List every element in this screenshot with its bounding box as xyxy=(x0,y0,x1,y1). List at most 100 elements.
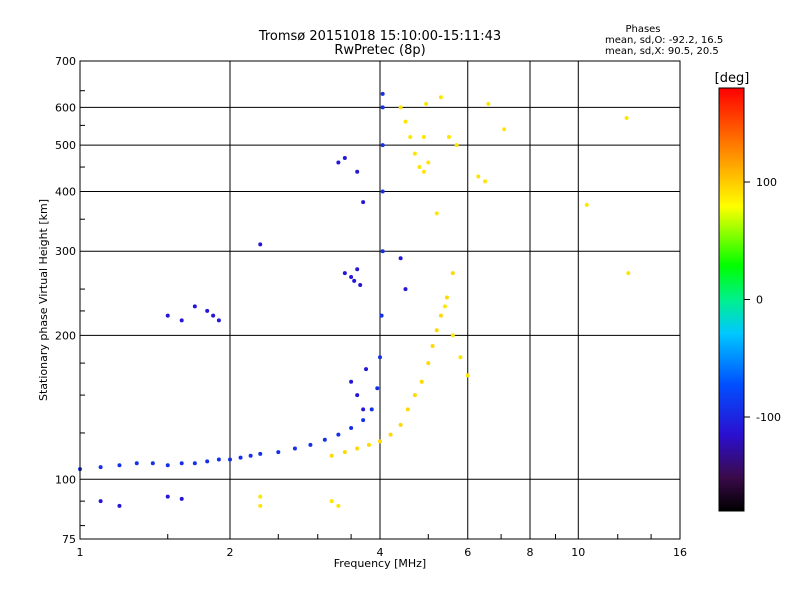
data-point xyxy=(248,453,253,458)
data-point xyxy=(450,333,455,338)
colorbar-ticks: 100 0 -100 xyxy=(744,176,781,424)
data-point xyxy=(361,407,366,412)
data-point xyxy=(438,313,443,318)
data-point xyxy=(352,278,357,283)
data-point xyxy=(355,169,360,174)
data-point xyxy=(408,135,413,140)
data-point xyxy=(355,393,360,398)
data-point xyxy=(150,461,155,466)
data-point xyxy=(355,446,360,451)
data-point xyxy=(502,127,507,132)
data-point xyxy=(421,169,426,174)
data-point xyxy=(444,295,449,300)
x-tick-label: 1 xyxy=(77,546,84,559)
data-point xyxy=(358,282,363,287)
data-point xyxy=(117,503,122,508)
data-point xyxy=(624,115,629,120)
y-tick-label: 700 xyxy=(55,55,76,68)
data-point xyxy=(403,119,408,124)
data-point xyxy=(483,179,488,184)
colorbar-tick-label: 0 xyxy=(756,294,763,307)
data-point xyxy=(380,249,385,254)
data-point xyxy=(179,496,184,501)
data-point xyxy=(329,499,334,504)
data-point xyxy=(308,442,313,447)
data-point xyxy=(258,451,263,456)
data-point xyxy=(450,271,455,276)
data-point xyxy=(165,494,170,499)
data-point xyxy=(626,271,631,276)
data-point xyxy=(205,308,210,313)
data-point xyxy=(364,367,369,372)
data-point xyxy=(398,422,403,427)
data-point xyxy=(292,446,297,451)
data-point xyxy=(403,287,408,292)
x-tick-label: 4 xyxy=(377,546,384,559)
data-point xyxy=(258,242,263,247)
data-point xyxy=(375,386,380,391)
data-point xyxy=(412,393,417,398)
colorbar-label: [deg] xyxy=(715,71,750,86)
data-point xyxy=(486,101,491,106)
data-point xyxy=(412,151,417,156)
data-point xyxy=(342,450,347,455)
x-tick-label: 16 xyxy=(673,546,687,559)
data-point xyxy=(454,143,459,148)
gridlines xyxy=(80,61,680,539)
x-tick-label: 8 xyxy=(527,546,534,559)
data-point xyxy=(329,453,334,458)
data-point xyxy=(426,361,431,366)
data-point xyxy=(192,304,197,309)
data-point xyxy=(258,503,263,508)
data-point xyxy=(349,426,354,431)
legend-title: Phases xyxy=(625,24,660,35)
data-point xyxy=(342,271,347,276)
data-point xyxy=(366,442,371,447)
x-tick-label: 2 xyxy=(227,546,234,559)
data-point xyxy=(417,165,422,170)
data-point xyxy=(584,202,589,207)
data-point xyxy=(211,313,216,318)
y-axis-ticks: 75 100 200 300 400 500 600 700 xyxy=(55,55,85,546)
data-point xyxy=(426,160,431,165)
data-point xyxy=(419,379,424,384)
data-point xyxy=(336,503,341,508)
data-point xyxy=(424,101,429,106)
data-point xyxy=(336,160,341,165)
x-axis-ticks: 1 2 4 6 8 10 16 xyxy=(77,534,687,559)
y-tick-label: 400 xyxy=(55,185,76,198)
data-point xyxy=(458,355,463,360)
data-point xyxy=(179,318,184,323)
data-point xyxy=(355,267,360,272)
data-point xyxy=(349,379,354,384)
data-point xyxy=(192,461,197,466)
data-point xyxy=(369,407,374,412)
y-tick-label: 100 xyxy=(55,473,76,486)
x-tick-label: 6 xyxy=(464,546,471,559)
data-point xyxy=(228,457,232,462)
data-point xyxy=(465,373,470,378)
colorbar xyxy=(718,87,745,512)
data-point xyxy=(349,274,354,279)
colorbar-tick-label: -100 xyxy=(756,411,781,424)
data-point xyxy=(380,189,385,194)
data-point xyxy=(165,463,170,468)
data-point xyxy=(438,95,443,100)
data-point xyxy=(205,459,210,464)
x-tick-label: 10 xyxy=(571,546,585,559)
data-point xyxy=(361,418,366,423)
data-point xyxy=(258,494,263,499)
data-point xyxy=(434,328,439,333)
data-point xyxy=(380,91,385,96)
plot-frame xyxy=(79,60,681,540)
data-point xyxy=(476,174,481,179)
data-points xyxy=(78,91,631,508)
data-point xyxy=(165,313,170,318)
data-point xyxy=(98,499,103,504)
y-axis-label: Stationary phase Virtual Height [km] xyxy=(37,199,50,401)
x-axis-label: Frequency [MHz] xyxy=(334,557,426,570)
data-point xyxy=(216,457,221,462)
y-tick-label: 300 xyxy=(55,245,76,258)
data-point xyxy=(442,304,447,309)
data-point xyxy=(405,407,410,412)
